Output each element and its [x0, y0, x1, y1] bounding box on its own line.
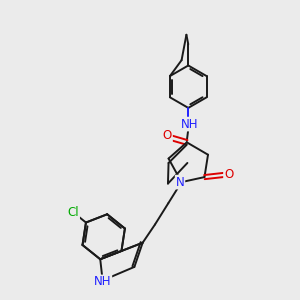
Text: NH: NH [181, 118, 199, 130]
Text: Cl: Cl [68, 206, 79, 219]
Text: O: O [224, 168, 233, 181]
Text: N: N [176, 176, 184, 189]
Text: NH: NH [94, 275, 111, 288]
Text: O: O [163, 129, 172, 142]
